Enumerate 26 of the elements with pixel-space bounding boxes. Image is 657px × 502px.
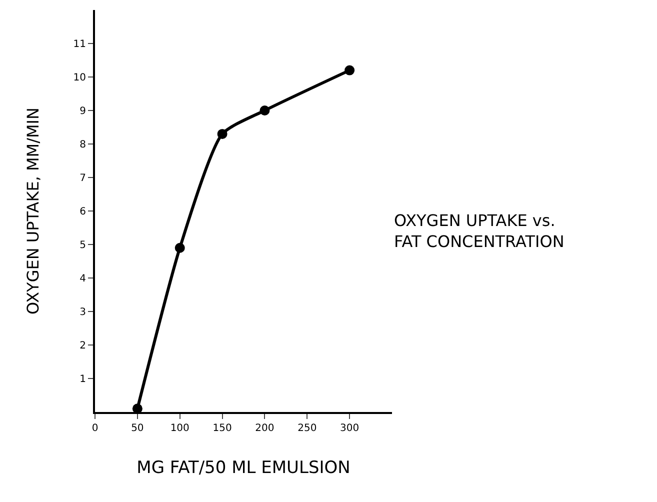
y-tick-label: 3: [80, 307, 86, 318]
x-tick-label: 50: [131, 423, 144, 434]
x-tick-label: 150: [212, 423, 232, 434]
y-tick-label: 11: [73, 39, 86, 50]
y-tick-label: 10: [73, 72, 86, 84]
text: OXYGEN UPTAKE vs. FAT CONCENTRATION: [394, 211, 564, 251]
y-tick-label: 6: [80, 206, 86, 218]
y-axis-title: OXYGEN UPTAKE, MM/MIN: [24, 108, 43, 314]
y-tick-label: 7: [80, 173, 86, 184]
y-tick-label: 1: [80, 374, 86, 385]
x-tick-label: 250: [298, 423, 317, 434]
point: [174, 242, 185, 253]
x-axis-title: MG FAT/50 ML EMULSION: [136, 458, 350, 478]
y-tick-label: 8: [80, 140, 86, 150]
point: [344, 65, 355, 76]
point: [132, 404, 142, 412]
x-tick-label: 200: [255, 423, 274, 434]
point: [217, 128, 228, 139]
y-tick-label: 4: [80, 274, 86, 284]
y-tick-label: 9: [80, 106, 86, 117]
x-tick-label: 300: [340, 423, 360, 434]
x-tick-label: 0: [92, 423, 98, 434]
point: [260, 106, 270, 116]
y-tick-label: 2: [80, 340, 86, 352]
x-tick-label: 100: [170, 423, 190, 434]
y-tick-label: 5: [80, 240, 86, 251]
